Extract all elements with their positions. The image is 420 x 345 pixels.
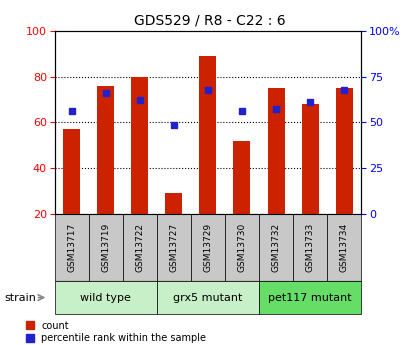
Bar [165, 193, 182, 260]
Text: GSM13733: GSM13733 [306, 223, 315, 272]
Text: pet117 mutant: pet117 mutant [268, 293, 352, 303]
Bar [259, 214, 293, 281]
Legend: count, percentile rank within the sample: count, percentile rank within the sample [26, 321, 206, 344]
Text: GSM13717: GSM13717 [67, 223, 76, 272]
Text: GSM13732: GSM13732 [272, 223, 281, 272]
Bar [97, 86, 114, 260]
Text: GSM13729: GSM13729 [203, 223, 213, 272]
Bar [336, 88, 353, 260]
Bar [131, 77, 148, 260]
Bar [293, 214, 327, 281]
Bar [259, 281, 361, 314]
Text: GDS529 / R8 - C22 : 6: GDS529 / R8 - C22 : 6 [134, 14, 286, 28]
Bar [234, 141, 250, 260]
Bar [63, 129, 80, 260]
Text: strain: strain [4, 293, 36, 303]
Bar [268, 88, 285, 260]
Bar [157, 281, 259, 314]
Bar [55, 281, 157, 314]
Bar [191, 214, 225, 281]
Text: wild type: wild type [80, 293, 131, 303]
Bar [200, 56, 216, 260]
Text: GSM13722: GSM13722 [135, 223, 144, 272]
Bar [302, 104, 319, 260]
Bar [55, 214, 89, 281]
Text: GSM13734: GSM13734 [340, 223, 349, 272]
Bar [123, 214, 157, 281]
Bar [225, 214, 259, 281]
Bar [89, 214, 123, 281]
Bar [327, 214, 361, 281]
Text: GSM13730: GSM13730 [237, 223, 247, 272]
Text: GSM13727: GSM13727 [169, 223, 178, 272]
Text: GSM13719: GSM13719 [101, 223, 110, 272]
Bar [157, 214, 191, 281]
Text: grx5 mutant: grx5 mutant [173, 293, 243, 303]
